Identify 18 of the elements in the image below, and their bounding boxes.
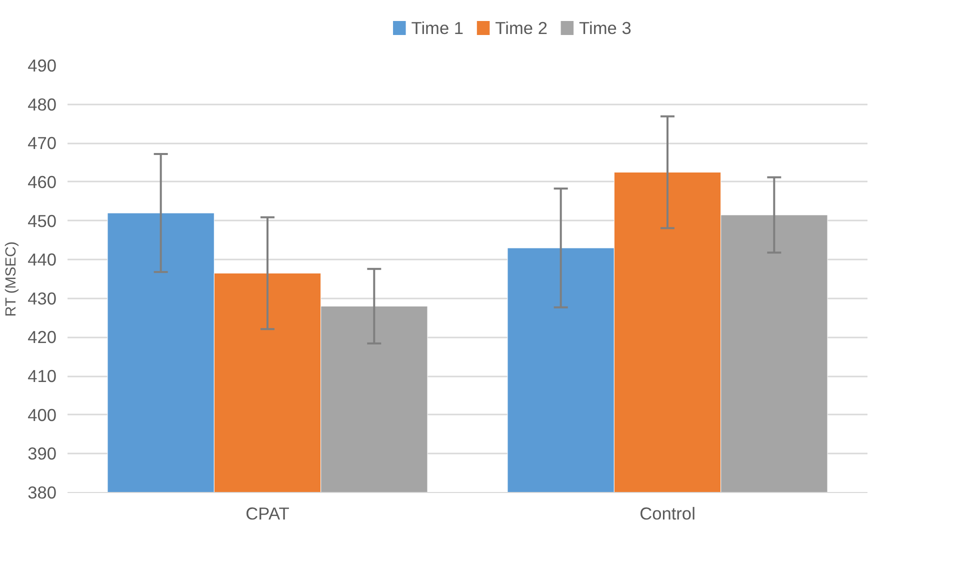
- y-tick-label: 410: [28, 366, 57, 386]
- y-axis-title: RT (MSEC): [4, 242, 20, 317]
- y-tick-label: 490: [28, 56, 57, 76]
- y-tick-label: 460: [28, 172, 57, 192]
- legend-label: Time 3: [579, 18, 632, 38]
- legend-label: Time 2: [495, 18, 548, 38]
- y-tick-label: 420: [28, 327, 57, 348]
- y-tick-label: 440: [28, 250, 57, 270]
- y-tick-label: 380: [28, 482, 57, 502]
- x-tick-label: Control: [640, 504, 696, 524]
- y-tick-label: 400: [28, 404, 57, 425]
- y-tick-label: 450: [28, 210, 57, 231]
- y-tick-label: 470: [28, 133, 57, 154]
- x-tick-label: CPAT: [246, 504, 290, 524]
- y-tick-label: 430: [28, 288, 57, 308]
- y-tick-label: 480: [28, 94, 57, 114]
- y-tick-label: 390: [28, 444, 57, 464]
- legend-label: Time 1: [411, 18, 464, 38]
